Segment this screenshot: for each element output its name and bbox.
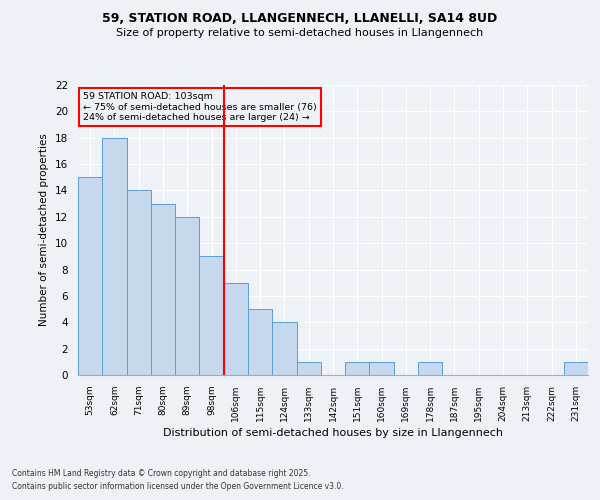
Bar — [151, 204, 175, 375]
Bar — [296, 362, 321, 375]
Text: Size of property relative to semi-detached houses in Llangennech: Size of property relative to semi-detach… — [116, 28, 484, 38]
Bar — [345, 362, 370, 375]
Bar — [199, 256, 224, 375]
X-axis label: Distribution of semi-detached houses by size in Llangennech: Distribution of semi-detached houses by … — [163, 428, 503, 438]
Bar — [175, 217, 199, 375]
Bar — [127, 190, 151, 375]
Text: Contains public sector information licensed under the Open Government Licence v3: Contains public sector information licen… — [12, 482, 344, 491]
Text: Contains HM Land Registry data © Crown copyright and database right 2025.: Contains HM Land Registry data © Crown c… — [12, 469, 311, 478]
Bar — [102, 138, 127, 375]
Bar — [248, 309, 272, 375]
Y-axis label: Number of semi-detached properties: Number of semi-detached properties — [40, 134, 49, 326]
Bar — [370, 362, 394, 375]
Bar — [78, 178, 102, 375]
Bar — [224, 282, 248, 375]
Bar — [418, 362, 442, 375]
Text: 59 STATION ROAD: 103sqm
← 75% of semi-detached houses are smaller (76)
24% of se: 59 STATION ROAD: 103sqm ← 75% of semi-de… — [83, 92, 317, 122]
Bar — [564, 362, 588, 375]
Bar — [272, 322, 296, 375]
Text: 59, STATION ROAD, LLANGENNECH, LLANELLI, SA14 8UD: 59, STATION ROAD, LLANGENNECH, LLANELLI,… — [103, 12, 497, 26]
